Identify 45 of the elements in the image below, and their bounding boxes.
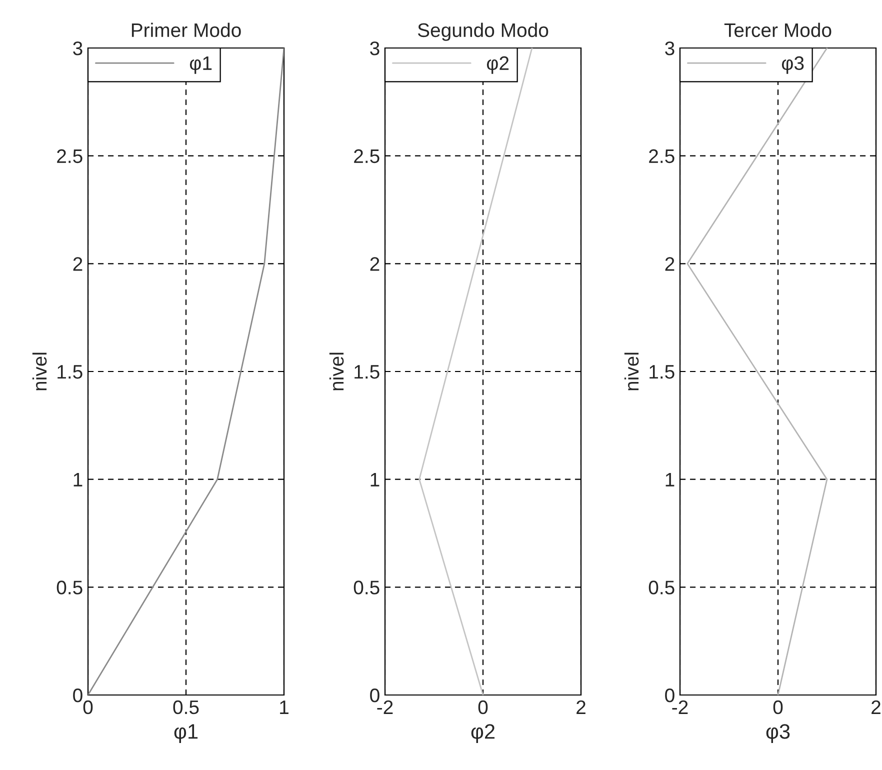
x-tick-label: 2 [576,700,586,714]
y-tick-label: 3 [73,41,82,56]
y-tick-label: 0.5 [56,580,82,594]
x-axis-title: φ2 [471,724,494,743]
y-axis-title: nivel [32,352,47,390]
y-tick-label: 3 [370,41,380,56]
x-tick-label: -2 [377,700,393,714]
y-tick-label: 2 [665,257,674,271]
y-tick-label: 1.5 [650,365,674,379]
x-tick-label: 0.5 [173,700,199,714]
chart-title: Primer Modo [132,22,241,38]
chart-title: Segundo Modo [418,22,548,41]
y-tick-label: 0 [665,688,674,702]
line-series [686,48,828,695]
x-tick-label: 1 [280,700,288,714]
y-axis-title: nivel [329,352,344,390]
y-tick-label: 2 [370,257,380,271]
y-tick-label: 1 [666,473,674,486]
x-tick-label: -2 [672,700,688,714]
y-axis-title: nivel [624,352,639,390]
x-tick-label: 0 [83,700,93,714]
y-tick-label: 3 [665,41,674,56]
y-tick-label: 2.5 [57,149,82,164]
y-tick-label: 2.5 [354,149,380,164]
y-tick-label: 0 [370,688,380,702]
line-series [88,48,284,695]
y-tick-label: 1 [74,473,82,486]
y-tick-label: 0.5 [354,580,380,594]
x-tick-label: 2 [872,700,880,714]
line-series [418,48,533,695]
y-tick-label: 1.5 [58,365,82,379]
legend-label: φ3 [782,56,804,74]
y-tick-label: 0 [73,688,82,702]
x-axis-title: φ3 [766,724,790,743]
legend-label: φ2 [486,56,509,74]
chart-title: Tercer Modo [724,22,832,38]
y-tick-label: 1.5 [354,365,380,379]
x-axis-title: φ1 [174,724,198,743]
legend-label: φ1 [190,56,212,74]
x-tick-label: 0 [478,700,488,714]
y-tick-label: 2 [73,257,82,271]
y-tick-label: 1 [370,473,380,486]
y-tick-label: 0.5 [648,580,674,594]
x-tick-label: 0 [773,700,783,714]
y-tick-label: 2.5 [649,149,674,164]
